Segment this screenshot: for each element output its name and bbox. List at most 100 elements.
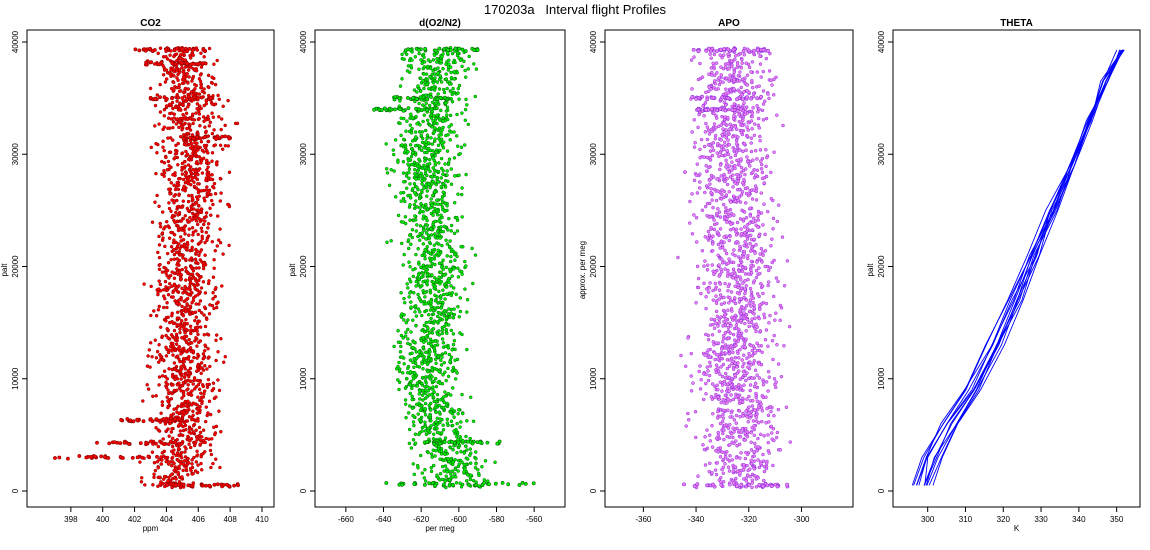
data-point [175, 383, 180, 387]
data-point [445, 117, 450, 122]
data-point [180, 165, 184, 170]
data-point [171, 451, 176, 456]
x-tick-label: 406 [192, 515, 206, 524]
data-point [397, 387, 401, 392]
data-point [454, 134, 459, 138]
data-point [128, 418, 133, 423]
data-point [192, 180, 196, 184]
data-point [445, 331, 449, 336]
data-point [202, 313, 206, 317]
data-point [183, 65, 188, 69]
data-point [184, 278, 188, 282]
data-point [455, 112, 459, 117]
data-point [714, 301, 719, 305]
data-point [452, 77, 457, 81]
data-point [739, 170, 744, 175]
data-point [203, 291, 208, 295]
data-point [179, 318, 184, 323]
data-point [406, 286, 410, 290]
data-point [713, 395, 717, 400]
data-point [432, 168, 437, 173]
data-point [456, 91, 460, 95]
data-point [143, 483, 147, 487]
data-point [703, 130, 708, 134]
data-point [152, 48, 157, 52]
data-point [179, 352, 183, 356]
data-point [463, 75, 468, 79]
data-point [162, 125, 167, 129]
data-point [436, 92, 440, 96]
data-point [445, 173, 449, 177]
data-point [413, 167, 417, 172]
data-point [447, 280, 451, 285]
data-point [412, 356, 416, 361]
data-point [432, 243, 437, 247]
data-point [736, 369, 741, 373]
data-point [170, 455, 175, 460]
data-point [77, 454, 82, 458]
data-point [208, 120, 213, 125]
data-point [209, 96, 213, 101]
data-point [167, 367, 171, 371]
data-point [751, 91, 756, 96]
data-point [763, 337, 768, 342]
data-point [690, 192, 694, 196]
data-point [408, 143, 413, 147]
data-point [745, 155, 749, 159]
data-point [163, 279, 168, 284]
x-tick-label: -320 [741, 515, 758, 524]
data-point [713, 468, 718, 472]
data-point [125, 417, 130, 421]
data-point [699, 291, 703, 296]
data-point [190, 226, 195, 230]
data-point [399, 333, 404, 338]
data-point [469, 473, 473, 477]
data-point [191, 230, 196, 235]
data-point [442, 273, 447, 277]
data-point [695, 162, 700, 166]
data-point [131, 419, 136, 424]
data-point [444, 62, 448, 66]
data-point [156, 484, 160, 489]
data-point [430, 375, 434, 379]
data-point [190, 245, 194, 250]
data-point [772, 377, 777, 381]
data-point [207, 399, 212, 404]
data-point [412, 340, 416, 344]
data-point [745, 245, 749, 249]
data-point [150, 220, 155, 224]
data-point [453, 472, 457, 476]
data-point [406, 341, 410, 346]
data-point [440, 337, 445, 341]
data-point [471, 478, 476, 483]
data-point [423, 159, 427, 163]
data-point [441, 66, 445, 71]
data-point [172, 461, 176, 466]
data-point [191, 296, 196, 300]
data-point [160, 270, 165, 274]
data-point [196, 190, 201, 195]
data-point [422, 340, 426, 344]
data-point [205, 367, 209, 371]
data-point [733, 253, 737, 258]
data-point [410, 406, 415, 410]
data-point [735, 349, 740, 354]
data-point [422, 65, 427, 69]
data-point [389, 239, 393, 243]
data-point [167, 177, 171, 182]
data-point [742, 210, 747, 214]
data-point [202, 119, 206, 124]
data-point [423, 413, 428, 417]
data-point [722, 408, 726, 413]
y-tick-label: 0 [11, 488, 20, 493]
data-point [727, 107, 731, 112]
data-point [730, 160, 734, 164]
data-point [382, 106, 387, 111]
data-point [747, 351, 751, 356]
data-point [728, 227, 733, 232]
data-point [172, 88, 176, 92]
data-point [756, 458, 760, 462]
data-point [718, 293, 723, 297]
data-point [186, 483, 191, 488]
data-point [175, 289, 180, 294]
